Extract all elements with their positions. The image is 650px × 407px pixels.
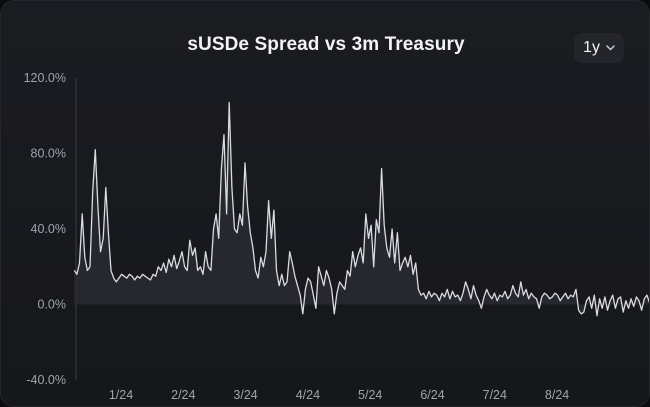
x-tick-label: 1/24 — [109, 388, 133, 402]
time-range-label: 1y — [583, 39, 600, 56]
y-tick-label: 80.0% — [31, 147, 66, 161]
x-tick-label: 5/24 — [358, 388, 382, 402]
series-line — [73, 101, 649, 317]
y-tick-label: 0.0% — [38, 298, 67, 312]
series-area-fill — [74, 102, 649, 316]
chevron-down-icon — [606, 45, 615, 51]
x-tick-label: 7/24 — [483, 388, 507, 402]
x-tick-label: 2/24 — [171, 388, 195, 402]
x-tick-label: 4/24 — [296, 388, 320, 402]
y-tick-label: -40.0% — [26, 373, 66, 387]
y-tick-label: 40.0% — [31, 222, 66, 236]
time-range-dropdown[interactable]: 1y — [574, 33, 624, 63]
x-tick-label: 6/24 — [420, 388, 444, 402]
x-tick-label: 3/24 — [233, 388, 257, 402]
chart-title: sUSDe Spread vs 3m Treasury — [187, 34, 465, 55]
x-tick-label: 8/24 — [545, 388, 569, 402]
y-tick-label: 120.0% — [24, 71, 66, 85]
